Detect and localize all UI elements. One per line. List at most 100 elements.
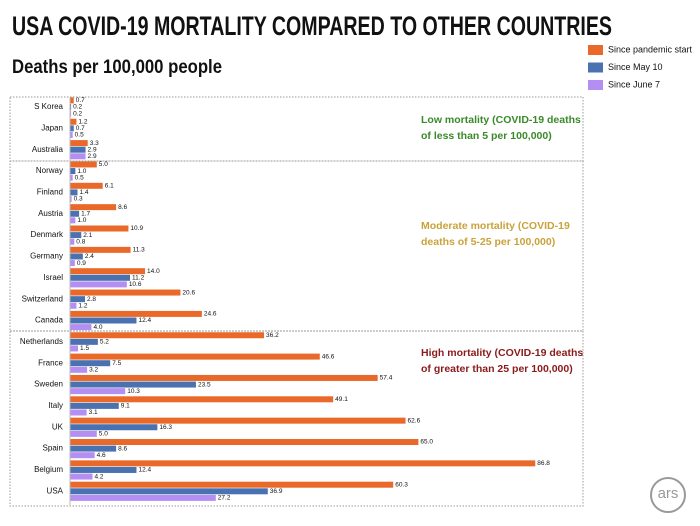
logo: ars <box>658 485 679 502</box>
value-label: 60.3 <box>395 481 408 488</box>
bar <box>70 324 92 331</box>
bar <box>70 396 334 403</box>
value-label: 3.2 <box>89 367 98 374</box>
annotation: Moderate mortality (COVID-19 <box>421 220 570 232</box>
y-tick-label: Australia <box>32 145 64 154</box>
bar <box>70 217 76 224</box>
y-tick-label: Denmark <box>31 230 64 239</box>
bar <box>70 481 394 488</box>
bar <box>70 225 129 232</box>
value-label: 2.9 <box>88 153 97 160</box>
bar <box>70 104 72 110</box>
value-label: 24.6 <box>204 311 217 318</box>
value-label: 7.5 <box>112 360 121 367</box>
value-label: 1.0 <box>77 217 86 224</box>
bar <box>70 317 137 324</box>
bar <box>70 460 536 467</box>
value-label: 2.9 <box>88 146 97 153</box>
value-label: 0.3 <box>74 196 83 203</box>
value-label: 57.4 <box>380 375 393 382</box>
value-label: 8.6 <box>118 204 127 211</box>
y-tick-label: Israel <box>43 273 63 282</box>
bar <box>70 196 72 202</box>
value-label: 5.2 <box>100 339 109 346</box>
value-label: 1.2 <box>78 118 87 125</box>
bar <box>70 417 406 424</box>
y-tick-label: Norway <box>36 166 63 175</box>
value-label: 0.7 <box>76 125 85 132</box>
chart-subtitle: Deaths per 100,000 people <box>12 57 222 78</box>
value-label: 0.9 <box>77 260 86 267</box>
bar <box>70 189 78 196</box>
bar <box>70 424 158 431</box>
bar <box>70 97 74 104</box>
bar <box>70 174 73 181</box>
bar <box>70 494 216 501</box>
bar <box>70 232 82 239</box>
bar <box>70 289 181 296</box>
bar <box>70 409 87 416</box>
bar <box>70 332 265 339</box>
bar <box>70 260 75 267</box>
value-label: 3.1 <box>89 409 98 416</box>
bar <box>70 131 73 138</box>
y-tick-label: Italy <box>48 401 63 410</box>
value-label: 14.0 <box>147 268 160 275</box>
bar <box>70 182 103 189</box>
value-label: 1.4 <box>80 189 89 196</box>
legend-label: Since pandemic start <box>608 44 693 54</box>
value-label: 16.3 <box>159 424 172 431</box>
bar <box>70 274 131 281</box>
bar <box>70 140 88 147</box>
value-label: 0.7 <box>76 97 85 104</box>
value-label: 2.1 <box>83 232 92 239</box>
value-label: 1.7 <box>81 210 90 217</box>
bar <box>70 439 419 445</box>
y-tick-label: Netherlands <box>20 337 63 346</box>
y-tick-label: S Korea <box>34 102 63 111</box>
bar <box>70 238 75 245</box>
value-label: 12.4 <box>138 467 151 474</box>
bar <box>70 302 77 309</box>
y-tick-label: Sweden <box>34 380 63 389</box>
value-label: 46.6 <box>322 353 335 360</box>
low-region <box>9 96 584 162</box>
value-label: 5.0 <box>99 431 108 438</box>
value-label: 62.6 <box>408 417 421 424</box>
bar <box>70 153 86 160</box>
y-tick-label: Spain <box>43 444 63 453</box>
value-label: 5.0 <box>99 161 108 168</box>
bar <box>70 246 131 253</box>
value-label: 1.0 <box>77 168 86 175</box>
bar <box>70 360 111 367</box>
bar <box>70 473 93 480</box>
y-tick-label: UK <box>52 422 64 431</box>
value-label: 1.5 <box>80 345 89 352</box>
bar <box>70 210 80 217</box>
value-label: 27.2 <box>218 495 231 502</box>
value-label: 0.2 <box>73 110 82 117</box>
value-label: 10.9 <box>130 225 143 232</box>
value-label: 4.6 <box>97 452 106 459</box>
bar <box>70 296 86 303</box>
y-tick-label: Finland <box>37 188 63 197</box>
legend-swatch <box>588 80 603 90</box>
value-label: 49.1 <box>335 396 348 403</box>
value-label: 6.1 <box>105 183 114 190</box>
bar <box>70 253 83 260</box>
value-label: 2.4 <box>85 253 94 260</box>
bar <box>70 281 127 288</box>
value-label: 36.9 <box>270 488 283 495</box>
value-label: 9.1 <box>121 403 130 410</box>
value-label: 1.2 <box>78 302 87 309</box>
y-tick-label: Japan <box>41 123 63 132</box>
y-tick-label: Germany <box>30 252 63 261</box>
y-tick-label: Belgium <box>34 465 63 474</box>
bar <box>70 402 119 409</box>
bar <box>70 125 74 132</box>
value-label: 11.2 <box>132 275 145 282</box>
value-label: 2.8 <box>87 296 96 303</box>
value-label: 0.5 <box>75 174 84 181</box>
y-tick-label: Canada <box>35 316 64 325</box>
value-label: 23.5 <box>198 381 211 388</box>
